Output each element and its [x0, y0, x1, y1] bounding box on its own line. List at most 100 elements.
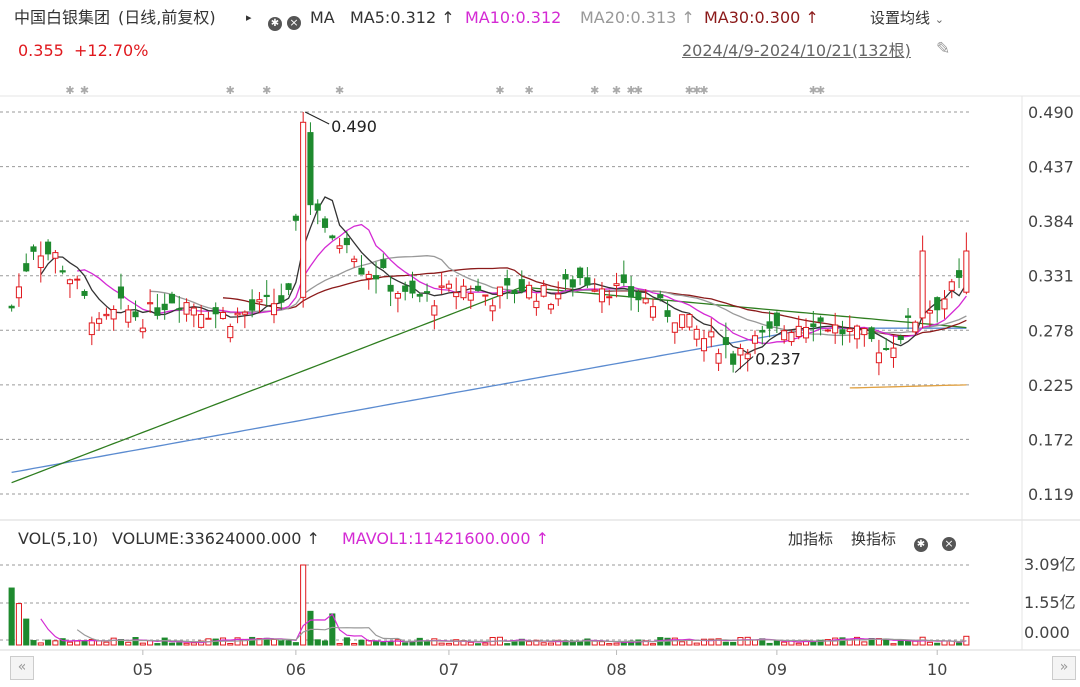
candle-body	[708, 331, 715, 338]
change-percent: +12.70%	[74, 41, 149, 60]
candle-body	[285, 283, 292, 290]
pin-icon[interactable]: ✎	[936, 39, 951, 59]
candle-body	[161, 303, 168, 311]
volume-bar	[52, 640, 59, 646]
candle-body	[343, 237, 350, 246]
candle-body	[613, 283, 620, 287]
volume-bar	[336, 643, 343, 646]
candle-body	[74, 278, 81, 281]
event-marker: ✱	[226, 84, 235, 97]
candle-body	[591, 289, 598, 292]
ma5-value: MA5:0.312 ↑	[350, 8, 455, 27]
candle-body	[948, 281, 955, 291]
volume-bar	[737, 637, 744, 646]
price-tick-label: 0.437	[1028, 158, 1074, 177]
volume-gear-icon[interactable]: ✱	[914, 532, 928, 552]
scroll-left-button[interactable]: «	[10, 656, 34, 680]
x-tick-label: 07	[439, 660, 459, 679]
candle-body	[533, 300, 540, 309]
volume-bar	[45, 639, 52, 646]
candle-body	[526, 284, 533, 299]
candle-body	[620, 274, 627, 284]
candle-body	[263, 294, 270, 298]
candle-body	[926, 310, 933, 314]
candle-body	[445, 283, 452, 289]
volume-bar	[314, 639, 321, 646]
annotation-arrow	[304, 111, 330, 125]
volume-bar	[351, 642, 358, 646]
candle-body	[467, 293, 474, 301]
candle-body	[387, 284, 394, 292]
volume-bar	[824, 639, 831, 646]
candle-body	[686, 314, 693, 328]
volume-bar	[751, 639, 759, 646]
volume-bar	[256, 638, 263, 646]
candle-body	[453, 292, 460, 298]
volume-bar	[278, 640, 285, 646]
candle-body	[817, 317, 824, 322]
candle-body	[577, 267, 584, 279]
volume-bar	[81, 640, 88, 646]
last-price: 0.355	[18, 41, 64, 60]
candle-body	[96, 318, 103, 324]
date-range[interactable]: 2024/4/9-2024/10/21(132根)	[682, 41, 911, 60]
candle-body	[875, 352, 882, 364]
volume-bar	[533, 639, 540, 646]
volume-bar	[15, 603, 22, 646]
candle-body	[256, 299, 263, 303]
volume-bar	[526, 641, 533, 646]
volume-bar	[467, 641, 474, 646]
price-tick-label: 0.384	[1028, 212, 1074, 231]
vol-label: VOL(5,10)	[18, 529, 99, 548]
gear-icon[interactable]: ✱	[268, 11, 282, 31]
candle-body	[598, 288, 606, 303]
candle-body	[941, 298, 948, 310]
volume-bar	[110, 637, 117, 646]
volume-bar	[387, 641, 394, 646]
mavol10-line	[76, 626, 967, 643]
candle-body	[606, 296, 613, 299]
candle-body	[45, 241, 52, 255]
volume-bar	[30, 640, 37, 646]
switch-indicator-button[interactable]: 换指标	[851, 530, 897, 548]
play-triangle-icon[interactable]: ▸	[246, 11, 252, 24]
add-indicator-button[interactable]: 加指标	[788, 530, 834, 548]
volume-bar	[307, 610, 314, 646]
candle-body	[241, 311, 248, 315]
candle-body	[912, 321, 919, 333]
candle-body	[846, 328, 853, 332]
scroll-right-button[interactable]: »	[1052, 656, 1076, 680]
candle-body	[307, 132, 314, 206]
candle-body	[511, 290, 518, 295]
price-tick-label: 0.331	[1028, 267, 1074, 286]
candle-body	[329, 235, 336, 239]
volume-bar	[402, 642, 409, 646]
volume-bar	[8, 587, 15, 646]
volume-bar	[88, 639, 95, 646]
candle-body	[81, 291, 88, 296]
candle-body	[15, 286, 22, 299]
volume-tick-label: 1.55亿	[1024, 593, 1076, 612]
candle-body	[562, 274, 569, 280]
candle-body	[664, 310, 671, 317]
candle-body	[824, 329, 831, 332]
price-tick-label: 0.119	[1028, 485, 1074, 504]
ma-settings-button[interactable]: 设置均线 ⌄	[870, 9, 945, 27]
candle-body	[897, 335, 904, 340]
candle-body	[883, 347, 890, 350]
volume-bar	[679, 641, 686, 646]
volume-bar	[795, 642, 802, 646]
candle-body	[52, 252, 59, 259]
volume-bar	[59, 638, 66, 646]
price-tick-label: 0.172	[1028, 430, 1074, 449]
volume-bar	[453, 639, 460, 646]
candle-body	[292, 215, 299, 221]
volume-bar	[139, 642, 146, 646]
event-marker: ✱	[816, 84, 825, 97]
volume-bar	[372, 640, 380, 646]
volume-bar	[606, 643, 613, 646]
volume-close-icon[interactable]: ×	[942, 532, 956, 552]
close-icon[interactable]: ×	[287, 11, 301, 31]
event-marker: ✱	[65, 84, 74, 97]
candle-body	[88, 322, 95, 336]
